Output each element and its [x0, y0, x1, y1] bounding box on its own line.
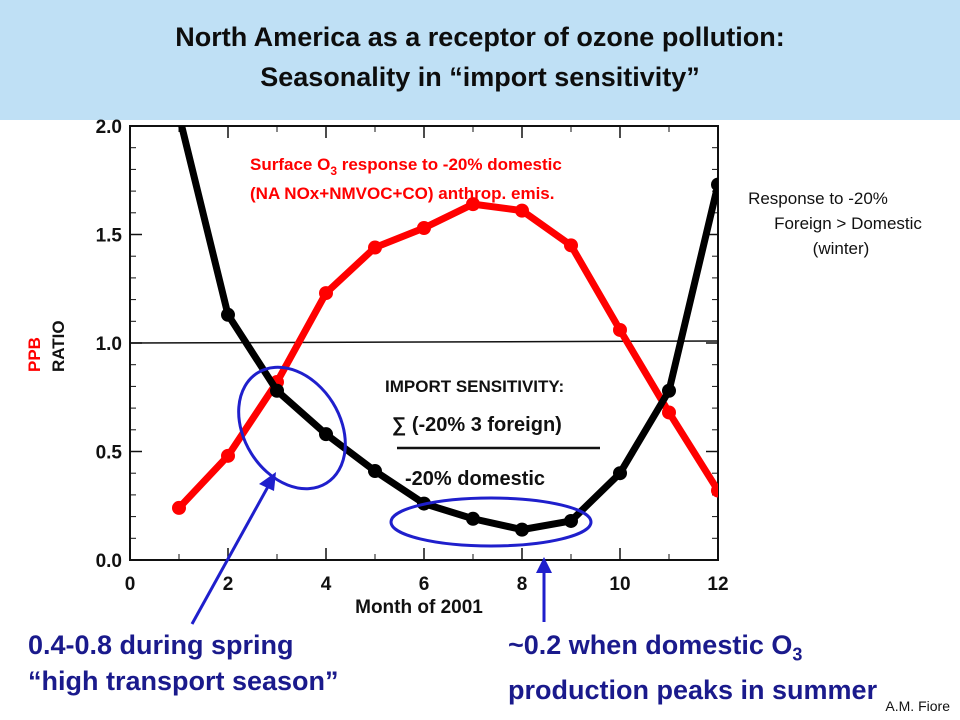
x-tick-label: 6	[419, 574, 430, 595]
import-denominator: -20% domestic	[405, 468, 545, 490]
y-tick-label: 0.0	[96, 551, 122, 572]
data-point	[172, 108, 186, 122]
data-point	[172, 500, 186, 515]
y-tick-label: 1.5	[96, 226, 123, 247]
reference-line-layer	[129, 340, 719, 344]
x-tick-label: 12	[707, 574, 728, 595]
data-point	[466, 197, 480, 212]
y-tick-label: 2.0	[96, 117, 122, 138]
summer-callout: ~0.2 when domestic O3 production peaks i…	[508, 627, 877, 708]
red-series-label-rest: response to -20% domestic	[337, 155, 562, 174]
spring-callout: 0.4-0.8 during spring “high transport se…	[28, 627, 339, 699]
spring-arrow	[190, 482, 272, 625]
data-point	[613, 466, 627, 481]
data-point	[711, 483, 718, 498]
red-series-label-subscript: 3	[330, 164, 337, 178]
x-tick-label: 0	[125, 574, 136, 595]
data-point	[368, 464, 382, 479]
summer-callout-line-1: ~0.2 when domestic O3	[508, 627, 877, 672]
spring-callout-line-2: “high transport season”	[28, 666, 339, 696]
summer-callout-text: ~0.2 when domestic O	[508, 630, 793, 660]
series-ppb-red	[172, 197, 718, 515]
side-note-line-1: Response to -20%	[748, 189, 888, 208]
red-series-label-line-2: (NA NOx+NMVOC+CO) anthrop. emis.	[250, 184, 554, 203]
spring-callout-line-1: 0.4-0.8 during spring	[28, 630, 294, 660]
data-point	[319, 427, 333, 442]
x-tick-label: 8	[517, 574, 528, 595]
x-tick-label: 4	[321, 574, 332, 595]
x-tick-label: 10	[609, 574, 630, 595]
import-sensitivity-title: IMPORT SENSITIVITY:	[385, 377, 564, 396]
summer-callout-line-2: production peaks in summer	[508, 675, 878, 706]
red-series-label-start: Surface O	[250, 155, 330, 174]
red-series-label-line-1: Surface O3 response to -20% domestic	[250, 155, 562, 178]
side-note-line-3: (winter)	[812, 239, 870, 258]
page-title-line-1: North America as a receptor of ozone pol…	[175, 22, 785, 52]
data-point	[662, 383, 676, 398]
title-banner	[0, 0, 960, 120]
series-line	[178, 126, 718, 534]
data-point	[368, 240, 382, 255]
summer-ellipse	[389, 496, 593, 548]
data-point	[515, 203, 529, 218]
reference-line	[129, 340, 719, 344]
summer-arrowhead	[536, 557, 552, 573]
data-point	[466, 511, 480, 526]
summer-callout-subscript: 3	[792, 644, 803, 665]
x-tick-label: 2	[223, 574, 234, 595]
data-point	[662, 405, 676, 420]
data-point	[221, 307, 235, 322]
series-layer	[172, 108, 718, 537]
series-line	[176, 200, 718, 511]
data-point	[515, 522, 529, 537]
data-point	[564, 238, 578, 253]
data-point	[270, 383, 284, 398]
page-title-line-2: Seasonality in “import sensitivity”	[260, 62, 700, 92]
side-note: Response to -20% Foreign > Domestic (win…	[728, 186, 948, 261]
axis-layer: 0.0 0.5 1.0 1.5 2.0 0 2 4 6 8 10 12 Month of 2001	[96, 117, 729, 618]
x-axis-label: Month of 2001	[355, 597, 483, 618]
y-axis-label-ppb: PPB	[25, 337, 44, 372]
data-point	[319, 286, 333, 301]
import-numerator: ∑ (-20% 3 foreign)	[392, 414, 562, 436]
side-note-line-2: Foreign > Domestic	[774, 214, 922, 233]
y-tick-label: 0.5	[96, 443, 123, 464]
data-point	[564, 513, 578, 528]
y-axis-label-ratio: RATIO	[49, 320, 68, 372]
data-point	[221, 448, 235, 463]
data-point	[711, 177, 718, 192]
author-credit: A.M. Fiore	[885, 698, 950, 714]
spring-arrowhead	[259, 472, 276, 491]
y-tick-label: 1.0	[96, 334, 122, 355]
data-point	[417, 220, 431, 235]
spring-ellipse	[237, 365, 347, 491]
data-point	[613, 322, 627, 337]
